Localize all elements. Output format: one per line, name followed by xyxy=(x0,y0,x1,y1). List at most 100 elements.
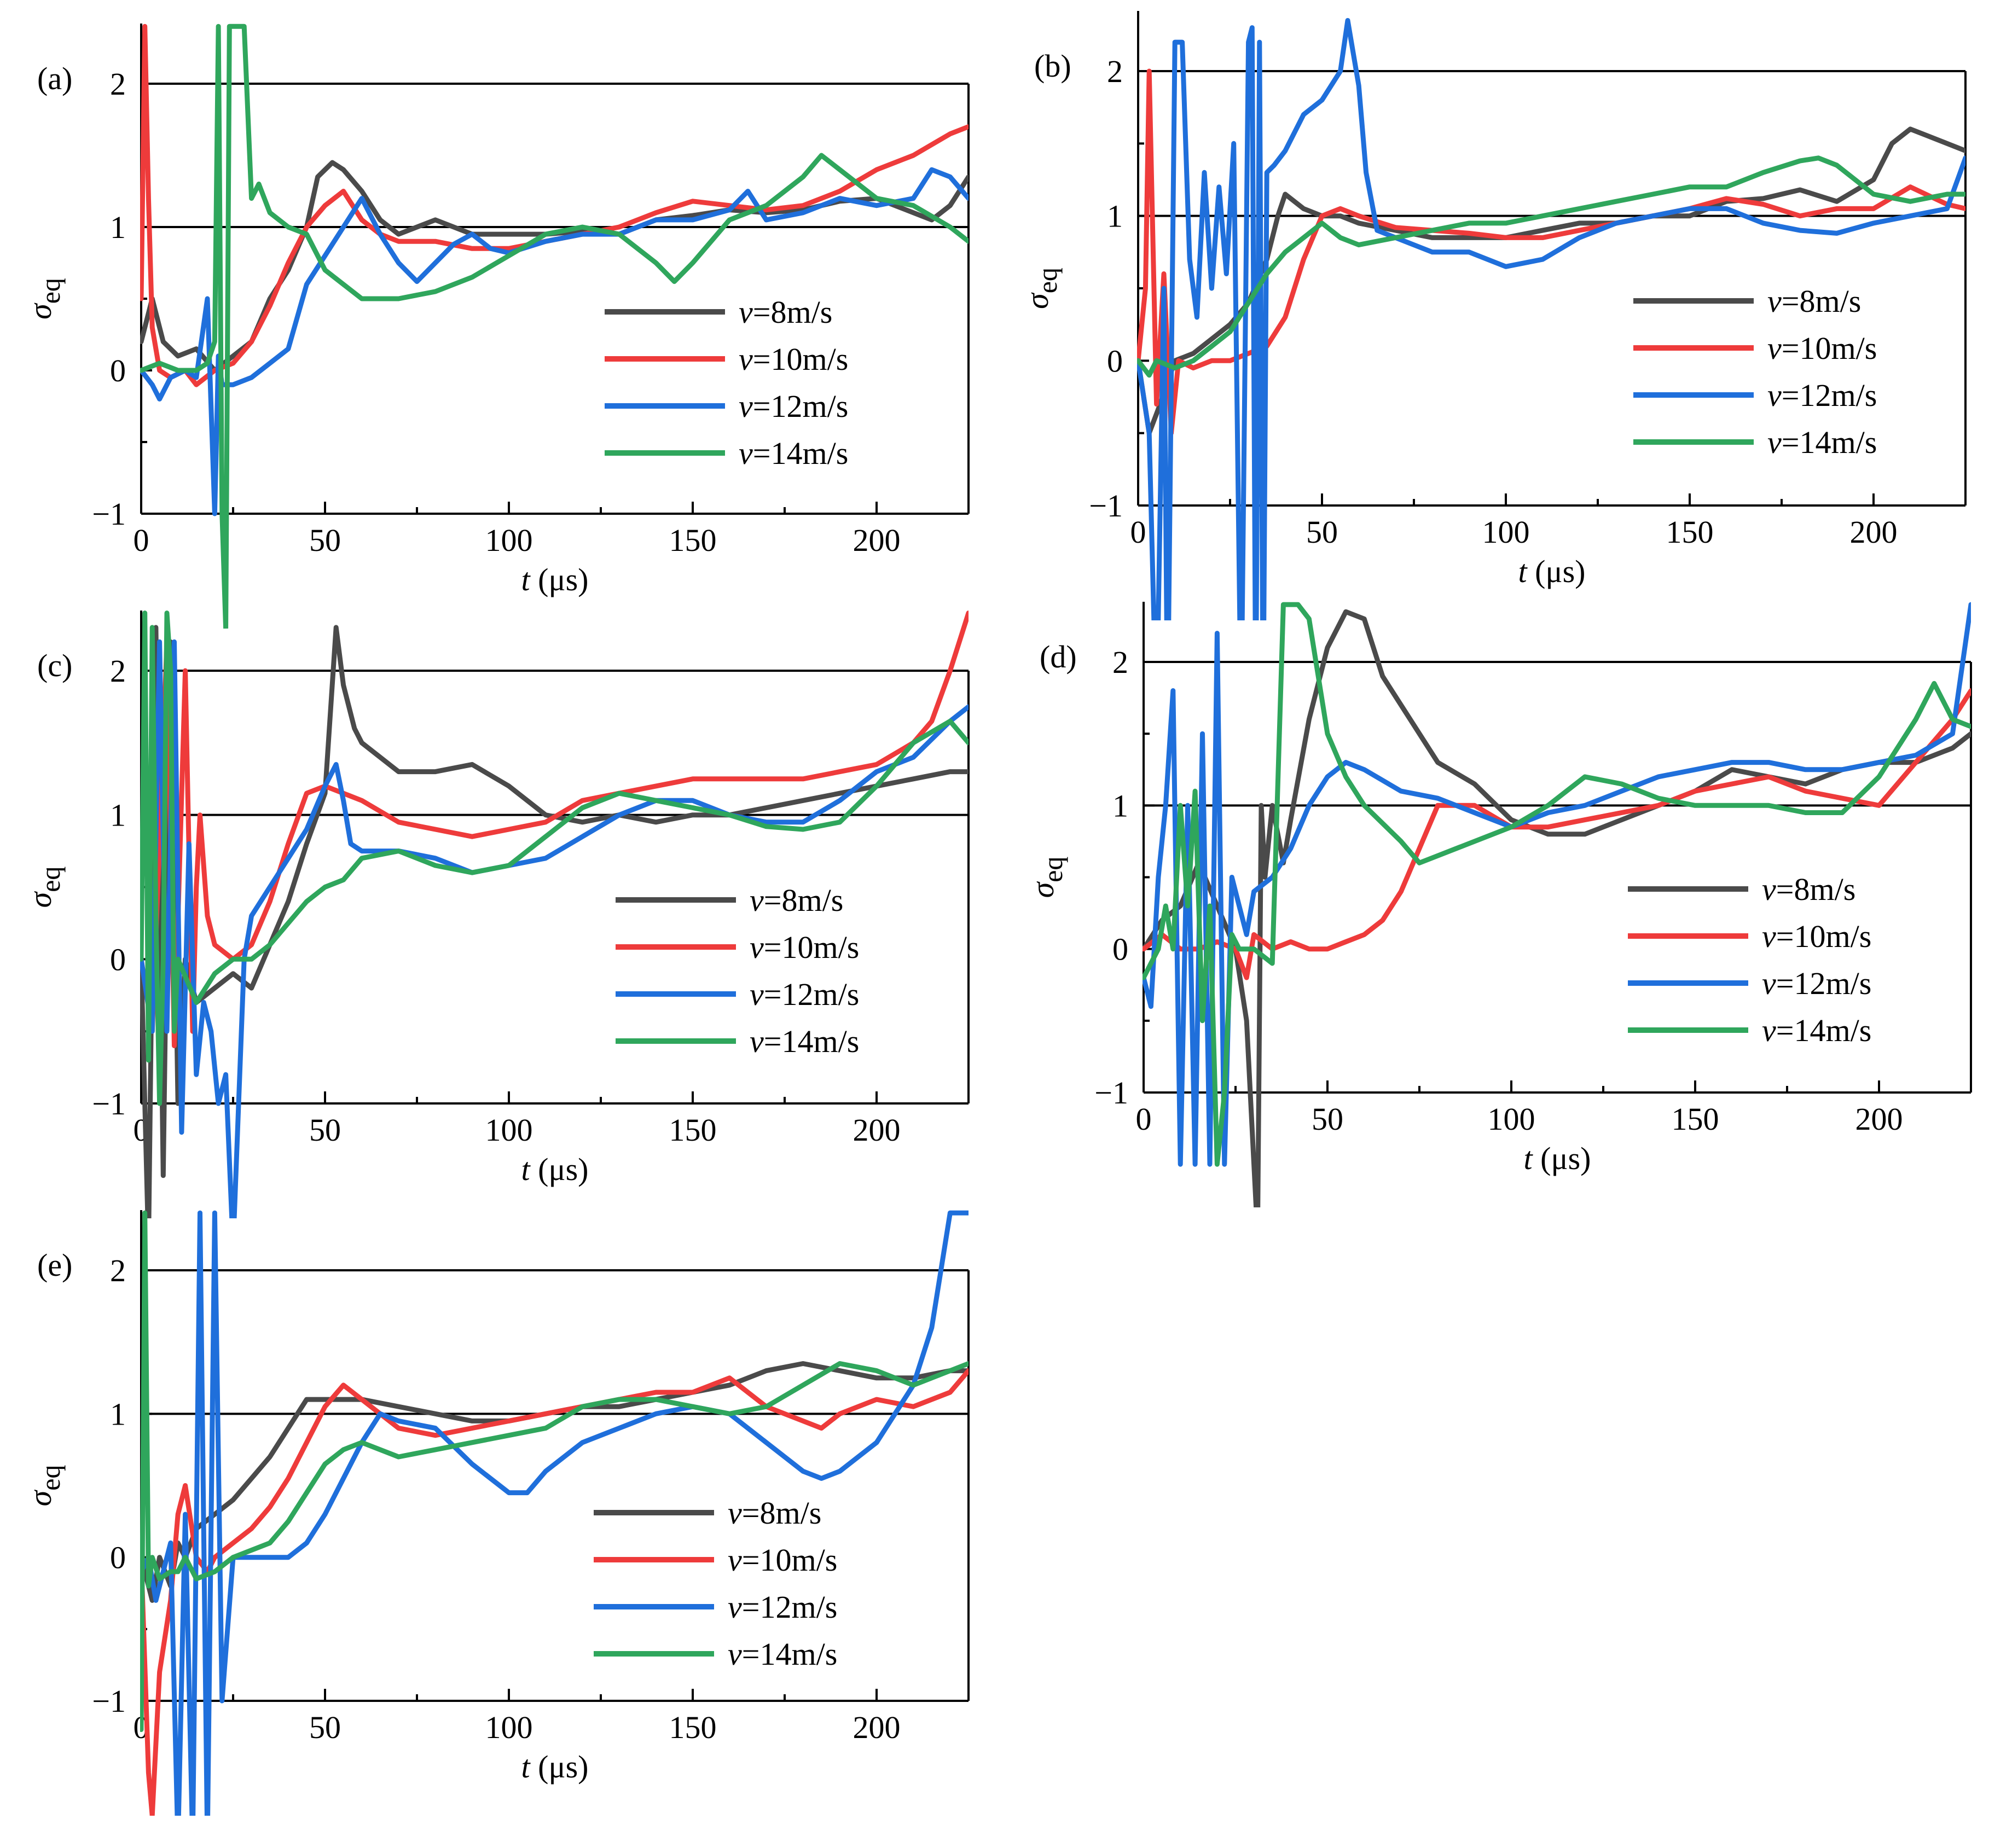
series-group xyxy=(140,24,969,629)
x-axis-title: t (μs) xyxy=(521,562,589,597)
panel-label: (e) xyxy=(37,1247,72,1283)
y-tick-label: 1 xyxy=(1112,788,1128,823)
legend-label: v=8m/s xyxy=(739,294,832,330)
y-tick-label: 2 xyxy=(110,653,126,689)
y-tick-label: −1 xyxy=(92,1086,126,1121)
legend-label: v=14m/s xyxy=(728,1636,837,1672)
legend-label: v=8m/s xyxy=(728,1495,821,1531)
panel-label: (c) xyxy=(37,648,72,683)
series-group xyxy=(140,1210,969,1816)
x-axis-title: t (μs) xyxy=(521,1152,589,1187)
x-tick-label: 150 xyxy=(1666,514,1714,550)
x-tick-label: 150 xyxy=(669,1112,717,1148)
y-tick-label: 1 xyxy=(110,1396,126,1432)
x-tick-label: 100 xyxy=(485,1710,533,1745)
x-tick-label: 200 xyxy=(853,1112,901,1148)
y-tick-label: 2 xyxy=(110,66,126,102)
legend-label: v=10m/s xyxy=(1762,919,1871,954)
x-tick-label: 50 xyxy=(309,522,341,558)
x-tick-label: 50 xyxy=(1306,514,1338,550)
x-tick-label: 150 xyxy=(1672,1101,1719,1137)
series-group xyxy=(1137,18,1965,620)
series-line-v10 xyxy=(1143,688,1971,980)
series-line-v14 xyxy=(140,1210,969,1732)
series-group xyxy=(140,611,969,1218)
legend-label: v=12m/s xyxy=(1767,377,1877,413)
series-line-v8 xyxy=(140,160,969,373)
legend-label: v=10m/s xyxy=(728,1542,837,1578)
y-tick-label: 0 xyxy=(110,353,126,388)
x-tick-label: 50 xyxy=(309,1112,341,1148)
x-axis-title: t (μs) xyxy=(1524,1141,1591,1176)
series-line-v12 xyxy=(140,167,969,516)
x-tick-label: 100 xyxy=(485,1112,533,1148)
x-axis-title: t (μs) xyxy=(1518,554,1586,589)
panel-label: (b) xyxy=(1034,48,1071,84)
x-tick-label: 100 xyxy=(1488,1101,1535,1137)
y-tick-label: 1 xyxy=(110,210,126,245)
x-tick-label: 100 xyxy=(485,522,533,558)
series-line-v14 xyxy=(1137,155,1965,378)
legend-label: v=10m/s xyxy=(1767,330,1877,366)
legend-label: v=14m/s xyxy=(739,435,848,471)
y-tick-label: 0 xyxy=(110,1540,126,1576)
y-axis-title: σeq xyxy=(22,278,66,319)
y-tick-label: 2 xyxy=(1112,644,1128,680)
legend-label: v=14m/s xyxy=(750,1024,859,1059)
y-axis-title: σeq xyxy=(22,867,66,908)
legend-label: v=14m/s xyxy=(1762,1013,1871,1048)
x-tick-label: 50 xyxy=(309,1710,341,1745)
y-tick-label: −1 xyxy=(92,496,126,532)
x-tick-label: 0 xyxy=(134,522,149,558)
y-tick-label: −1 xyxy=(92,1683,126,1719)
legend-label: v=8m/s xyxy=(750,882,843,918)
legend-label: v=12m/s xyxy=(1762,966,1871,1001)
y-tick-label: 2 xyxy=(1107,54,1123,89)
y-tick-label: 0 xyxy=(1107,343,1123,379)
x-tick-label: 0 xyxy=(1136,1101,1152,1137)
x-tick-label: 200 xyxy=(853,1710,901,1745)
y-tick-label: 0 xyxy=(110,942,126,977)
y-axis-title: σeq xyxy=(1025,857,1068,898)
y-axis-title: σeq xyxy=(22,1465,66,1507)
series-line-v12 xyxy=(140,1210,969,1816)
legend-label: v=12m/s xyxy=(739,388,848,424)
legend-label: v=8m/s xyxy=(1767,283,1861,319)
y-tick-label: −1 xyxy=(1089,488,1123,524)
series-line-v8 xyxy=(1137,126,1965,436)
legend-label: v=10m/s xyxy=(739,341,848,377)
y-tick-label: 1 xyxy=(1107,199,1123,234)
y-tick-label: 2 xyxy=(110,1253,126,1288)
x-axis-title: t (μs) xyxy=(521,1749,589,1785)
series-line-v8 xyxy=(140,1361,969,1603)
series-line-v14 xyxy=(140,611,969,1106)
x-tick-label: 200 xyxy=(1855,1101,1903,1137)
panel-label: (a) xyxy=(37,61,72,96)
panel-label: (d) xyxy=(1040,639,1077,675)
x-tick-label: 200 xyxy=(853,522,901,558)
legend-label: v=12m/s xyxy=(750,977,859,1012)
y-tick-label: 1 xyxy=(110,798,126,833)
series-group xyxy=(1143,602,1971,1207)
y-tick-label: 0 xyxy=(1112,932,1128,967)
x-tick-label: 50 xyxy=(1312,1101,1343,1137)
series-line-v12 xyxy=(1137,18,1965,620)
legend-label: v=12m/s xyxy=(728,1589,837,1625)
x-tick-label: 150 xyxy=(669,1710,717,1745)
x-tick-label: 200 xyxy=(1850,514,1898,550)
x-tick-label: 100 xyxy=(1482,514,1530,550)
y-axis-title: σeq xyxy=(1019,268,1063,309)
y-tick-label: −1 xyxy=(1094,1075,1128,1111)
series-line-v12 xyxy=(1143,602,1971,1167)
legend-label: v=14m/s xyxy=(1767,425,1877,460)
legend-label: v=10m/s xyxy=(750,929,859,965)
x-tick-label: 150 xyxy=(669,522,717,558)
legend-label: v=8m/s xyxy=(1762,871,1855,907)
series-line-v14 xyxy=(1143,602,1971,1167)
